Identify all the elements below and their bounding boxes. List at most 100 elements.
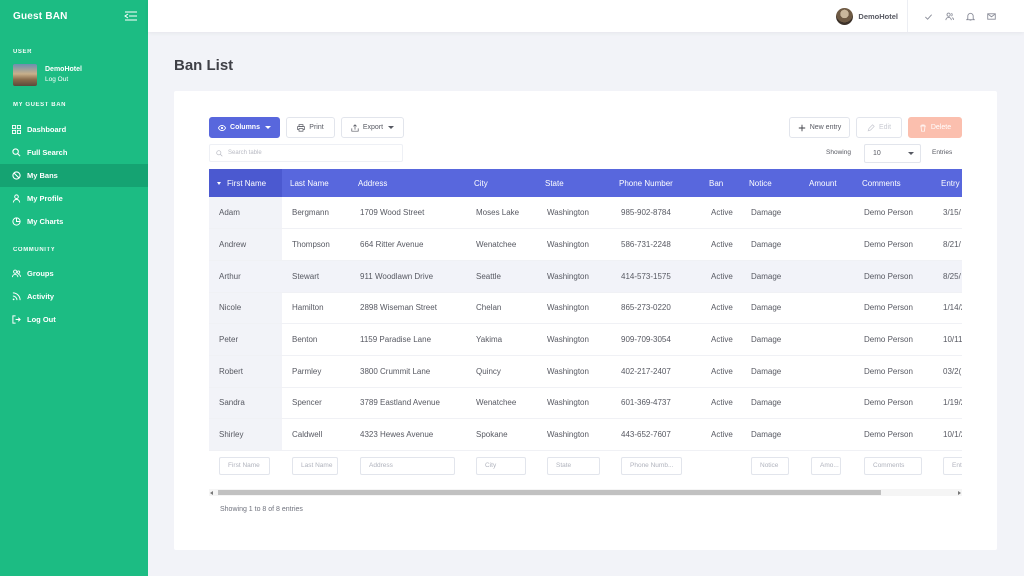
- search-placeholder: Search table: [228, 150, 262, 156]
- sidebar-item-full-search[interactable]: Full Search: [0, 141, 148, 164]
- table-cell: Washington: [537, 292, 611, 325]
- sidebar-item-log-out[interactable]: Log Out: [0, 308, 148, 331]
- table-cell: Washington: [537, 197, 611, 230]
- scroll-right-icon[interactable]: [958, 490, 961, 495]
- table-cell: 3/15/: [933, 197, 962, 230]
- sidebar-logout-link[interactable]: Log Out: [45, 76, 69, 83]
- sidebar-item-my-charts[interactable]: My Charts: [0, 210, 148, 233]
- table-cell: Demo Person: [854, 387, 933, 420]
- table-row[interactable]: Shirley Caldwell 4323 Hewes Avenue Spokane W…: [209, 418, 962, 451]
- column-header-state[interactable]: State: [537, 169, 611, 197]
- scroll-left-icon[interactable]: [210, 490, 213, 495]
- check-icon[interactable]: [924, 12, 933, 21]
- table-row[interactable]: Nicole Hamilton 2898 Wiseman Street Chelan W…: [209, 292, 962, 325]
- table-cell: Demo Person: [854, 323, 933, 356]
- table-cell: [801, 228, 854, 261]
- column-header-phone-number[interactable]: Phone Number: [611, 169, 701, 197]
- scrollbar-thumb[interactable]: [218, 490, 881, 495]
- table-cell: 8/25/: [933, 260, 962, 293]
- avatar: [13, 64, 37, 86]
- column-header-address[interactable]: Address: [350, 169, 466, 197]
- horizontal-scrollbar[interactable]: [209, 489, 962, 496]
- column-header-first-name[interactable]: First Name: [209, 169, 282, 197]
- column-header-city[interactable]: City: [466, 169, 537, 197]
- ban-icon: [12, 171, 21, 180]
- filter-input[interactable]: Entr: [943, 456, 962, 475]
- column-header-notice[interactable]: Notice: [741, 169, 801, 197]
- filter-input[interactable]: Notice: [751, 456, 789, 475]
- table-row[interactable]: Arthur Stewart 911 Woodlawn Drive Seattle Wa…: [209, 260, 962, 293]
- sidebar-item-my-profile[interactable]: My Profile: [0, 187, 148, 210]
- table-cell: Demo Person: [854, 228, 933, 261]
- entries-per-page-select[interactable]: 10: [864, 144, 921, 163]
- sidebar-item-groups[interactable]: Groups: [0, 262, 148, 285]
- filter-input[interactable]: Phone Numb...: [621, 456, 682, 475]
- main-section-title: MY GUEST BAN: [13, 102, 67, 108]
- filter-input[interactable]: Address: [360, 456, 455, 475]
- table-cell: Damage: [741, 387, 801, 420]
- table-cell: 601-369-4737: [611, 387, 701, 420]
- menu-toggle-icon[interactable]: [124, 11, 138, 21]
- column-header-ban[interactable]: Ban: [701, 169, 741, 197]
- column-header-last-name[interactable]: Last Name: [282, 169, 350, 197]
- table-cell: Robert: [209, 355, 282, 388]
- sidebar-item-dashboard[interactable]: Dashboard: [0, 118, 148, 141]
- column-header-label: Entry: [941, 178, 960, 188]
- community-section-title: COMMUNITY: [13, 247, 56, 253]
- table-cell: [801, 323, 854, 356]
- printer-icon: [297, 123, 306, 132]
- table-cell: Washington: [537, 387, 611, 420]
- table-row[interactable]: Andrew Thompson 664 Ritter Avenue Wenatchee…: [209, 228, 962, 261]
- ban-table-container: First Name Last Name Address City State Phone…: [209, 169, 962, 485]
- table-cell: 911 Woodlawn Drive: [350, 260, 466, 293]
- trash-icon: [920, 124, 926, 132]
- table-cell: Chelan: [466, 292, 537, 325]
- edit-button[interactable]: Edit: [856, 117, 902, 138]
- mail-icon[interactable]: [987, 12, 996, 21]
- topbar-user-menu[interactable]: DemoHotel: [836, 0, 898, 32]
- table-cell: 414-573-1575: [611, 260, 701, 293]
- table-row[interactable]: Peter Benton 1159 Paradise Lane Yakima Washi…: [209, 323, 962, 356]
- table-cell: Demo Person: [854, 292, 933, 325]
- table-cell: 10/11/: [933, 323, 962, 356]
- column-header-label: Amount: [809, 178, 837, 188]
- table-cell: Moses Lake: [466, 197, 537, 230]
- export-button[interactable]: Export: [341, 117, 404, 138]
- sidebar: Guest BAN USER DemoHotel Log Out MY GUES…: [0, 0, 148, 576]
- pencil-icon: [867, 123, 875, 131]
- filter-input[interactable]: Last Name: [292, 456, 338, 475]
- logout-icon: [12, 315, 21, 324]
- table-row[interactable]: Adam Bergmann 1709 Wood Street Moses Lake Wa…: [209, 197, 962, 230]
- filter-input[interactable]: State: [547, 456, 600, 475]
- table-cell: 586-731-2248: [611, 228, 701, 261]
- column-header-label: Last Name: [290, 178, 329, 188]
- table-header-row: First Name Last Name Address City State Phone…: [209, 169, 962, 197]
- rss-icon: [12, 292, 21, 301]
- filter-input[interactable]: Amo...: [811, 456, 841, 475]
- filter-input[interactable]: City: [476, 456, 526, 475]
- table-row[interactable]: Sandra Spencer 3789 Eastland Avenue Wenatch…: [209, 387, 962, 420]
- users-icon[interactable]: [945, 12, 954, 21]
- table-cell: Damage: [741, 260, 801, 293]
- user-section-title: USER: [13, 49, 33, 55]
- sidebar-item-activity[interactable]: Activity: [0, 285, 148, 308]
- filter-input[interactable]: First Name: [219, 456, 270, 475]
- new-entry-button[interactable]: New entry: [789, 117, 850, 138]
- columns-button[interactable]: Columns: [209, 117, 280, 138]
- column-header-amount[interactable]: Amount: [801, 169, 854, 197]
- table-cell: Parmley: [282, 355, 350, 388]
- search-input[interactable]: Search table: [209, 144, 403, 162]
- print-button[interactable]: Print: [286, 117, 335, 138]
- column-header-comments[interactable]: Comments: [854, 169, 933, 197]
- table-cell: 1159 Paradise Lane: [350, 323, 466, 356]
- filter-input[interactable]: Comments: [864, 456, 922, 475]
- column-header-label: State: [545, 178, 564, 188]
- table-cell: Demo Person: [854, 355, 933, 388]
- filter-cell: Address: [350, 451, 466, 481]
- table-cell: Adam: [209, 197, 282, 230]
- sidebar-item-my-bans[interactable]: My Bans: [0, 164, 148, 187]
- column-header-entry[interactable]: Entry: [933, 169, 962, 197]
- table-row[interactable]: Robert Parmley 3800 Crummit Lane Quincy Wash…: [209, 355, 962, 388]
- delete-button[interactable]: Delete: [908, 117, 962, 138]
- bell-icon[interactable]: [966, 12, 975, 21]
